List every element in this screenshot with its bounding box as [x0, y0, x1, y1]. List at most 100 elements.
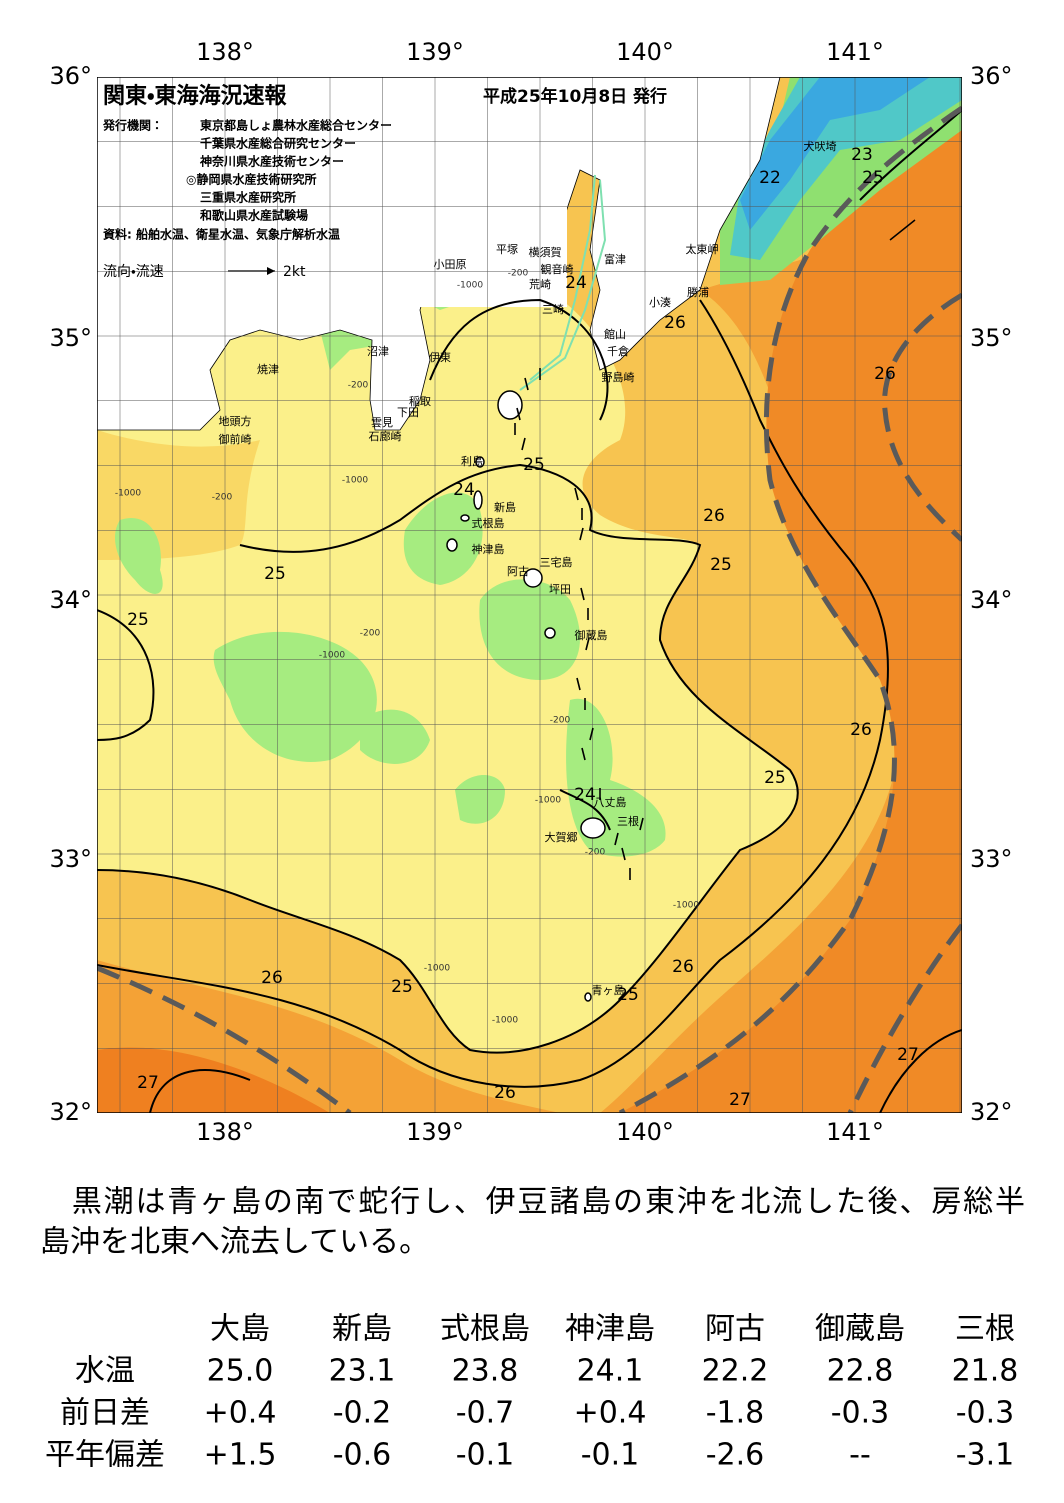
place-name: 大賀郷: [545, 830, 578, 844]
map: [97, 77, 962, 1113]
column-header: 新島: [332, 1312, 392, 1347]
lat-label: 36°: [970, 62, 1013, 90]
place-name: 稲取: [409, 395, 431, 408]
table-cell: -0.3: [831, 1396, 890, 1431]
lat-label: 33°: [970, 845, 1013, 873]
current-vector: [639, 817, 644, 831]
publisher: 和歌山県水産試験場: [199, 208, 308, 223]
depth-label: -1000: [115, 489, 141, 499]
contour-label: 25: [264, 564, 286, 584]
lon-label: 138°: [196, 1118, 254, 1146]
depth-label: -200: [508, 269, 529, 279]
lon-label: 140°: [616, 38, 674, 66]
contour-label: 26: [261, 968, 283, 988]
current-vectors: [514, 368, 644, 880]
place-name: 勝浦: [687, 285, 709, 299]
lat-label: 32°: [970, 1098, 1013, 1126]
table-cell: 23.8: [452, 1354, 519, 1389]
table-cell: 23.1: [329, 1354, 396, 1389]
depth-label: -200: [550, 716, 571, 726]
map-labels: 138° 138° 139° 139° 140° 140° 141° 141° 36° 36° 35…: [49, 38, 1012, 1146]
place-name: 犬吠埼: [804, 139, 837, 153]
contour-label: 25: [391, 977, 413, 997]
lon-label: 141°: [826, 38, 884, 66]
place-name: 下田: [397, 406, 419, 419]
current-vector: [580, 587, 585, 601]
map-title: 関東・東海海況速報: [103, 83, 287, 109]
contour-label: 22: [759, 168, 781, 188]
place-name: 御前崎: [219, 432, 252, 446]
summary-line: 島沖を北東へ流去している。: [40, 1225, 429, 1260]
current-vector: [585, 637, 590, 651]
contour-label: 23: [851, 145, 873, 165]
lat-label: 32°: [49, 1098, 92, 1126]
place-name: 三根: [617, 815, 639, 828]
place-name: 小田原: [434, 258, 467, 271]
depth-label: -200: [360, 629, 381, 639]
current-vector: [889, 219, 916, 241]
column-header: 式根島: [440, 1312, 530, 1347]
place-name: 地頭方: [219, 414, 252, 428]
place-name: 伊東: [429, 351, 451, 364]
lon-label: 139°: [406, 1118, 464, 1146]
column-header: 大島: [210, 1312, 270, 1347]
contour-label: 24: [574, 785, 596, 805]
place-name: 新島: [494, 500, 516, 514]
current-vector: [516, 407, 521, 421]
contour-label: 26: [874, 364, 896, 384]
place-name: 青ヶ島: [592, 983, 625, 997]
place-name: 富津: [604, 253, 626, 266]
lat-label: 33°: [49, 845, 92, 873]
table-cell: -0.1: [456, 1438, 515, 1473]
place-name: 荒崎: [529, 277, 551, 291]
sea-hot: [620, 108, 962, 1113]
contour-label: 26: [703, 506, 725, 526]
current-vector: [521, 437, 526, 451]
table-cell: +0.4: [204, 1396, 277, 1431]
lon-label: 141°: [826, 1118, 884, 1146]
legend-arrow-head: [267, 267, 275, 275]
table-cell: -0.7: [456, 1396, 515, 1431]
data-source: 資料: 船舶水温、衛星水温、気象庁解析水温: [103, 227, 340, 242]
current-vector: [614, 832, 619, 846]
depth-label: -1000: [319, 651, 345, 661]
place-name: 御蔵島: [575, 628, 608, 642]
row-label: 前日差: [60, 1396, 150, 1431]
lat-label: 35°: [49, 324, 92, 352]
place-name: 平塚: [496, 242, 518, 256]
depth-label: -1000: [492, 1016, 518, 1026]
lat-label: 34°: [970, 586, 1013, 614]
lon-label: 138°: [196, 38, 254, 66]
depth-label: -1000: [342, 476, 368, 486]
lon-label: 140°: [616, 1118, 674, 1146]
place-name: 小湊: [649, 295, 671, 309]
table-cell: -0.2: [333, 1396, 392, 1431]
ship-track: [519, 174, 607, 391]
issue-date: 平成25年10月8日 発行: [483, 86, 667, 107]
lat-label: 34°: [49, 586, 92, 614]
depth-label: -1000: [457, 281, 483, 291]
isotherms: [97, 109, 962, 1113]
place-name: 雲見: [371, 416, 393, 429]
place-name: 神津島: [472, 542, 505, 556]
depth-label: -1000: [673, 901, 699, 911]
current-vector: [581, 747, 586, 761]
current-vector: [589, 727, 594, 741]
contour-label: 26: [850, 720, 872, 740]
current-vector: [574, 487, 579, 501]
lon-label: 139°: [406, 38, 464, 66]
publisher-label: 発行機関：: [102, 118, 163, 133]
publisher: 千葉県水産総合研究センター: [200, 136, 356, 151]
legend-label: 流向・流速: [103, 264, 164, 280]
contour-label: 25: [862, 168, 884, 188]
current-vector: [579, 527, 584, 541]
table-cell: 22.8: [827, 1354, 894, 1389]
contour-label: 25: [764, 768, 786, 788]
table-cell: -1.8: [706, 1396, 765, 1431]
place-name: 野島崎: [602, 370, 635, 384]
sea-cool: [97, 279, 798, 1053]
place-name: 利島: [461, 454, 483, 468]
coastal-cold: [740, 77, 930, 230]
current-vector: [524, 377, 529, 391]
